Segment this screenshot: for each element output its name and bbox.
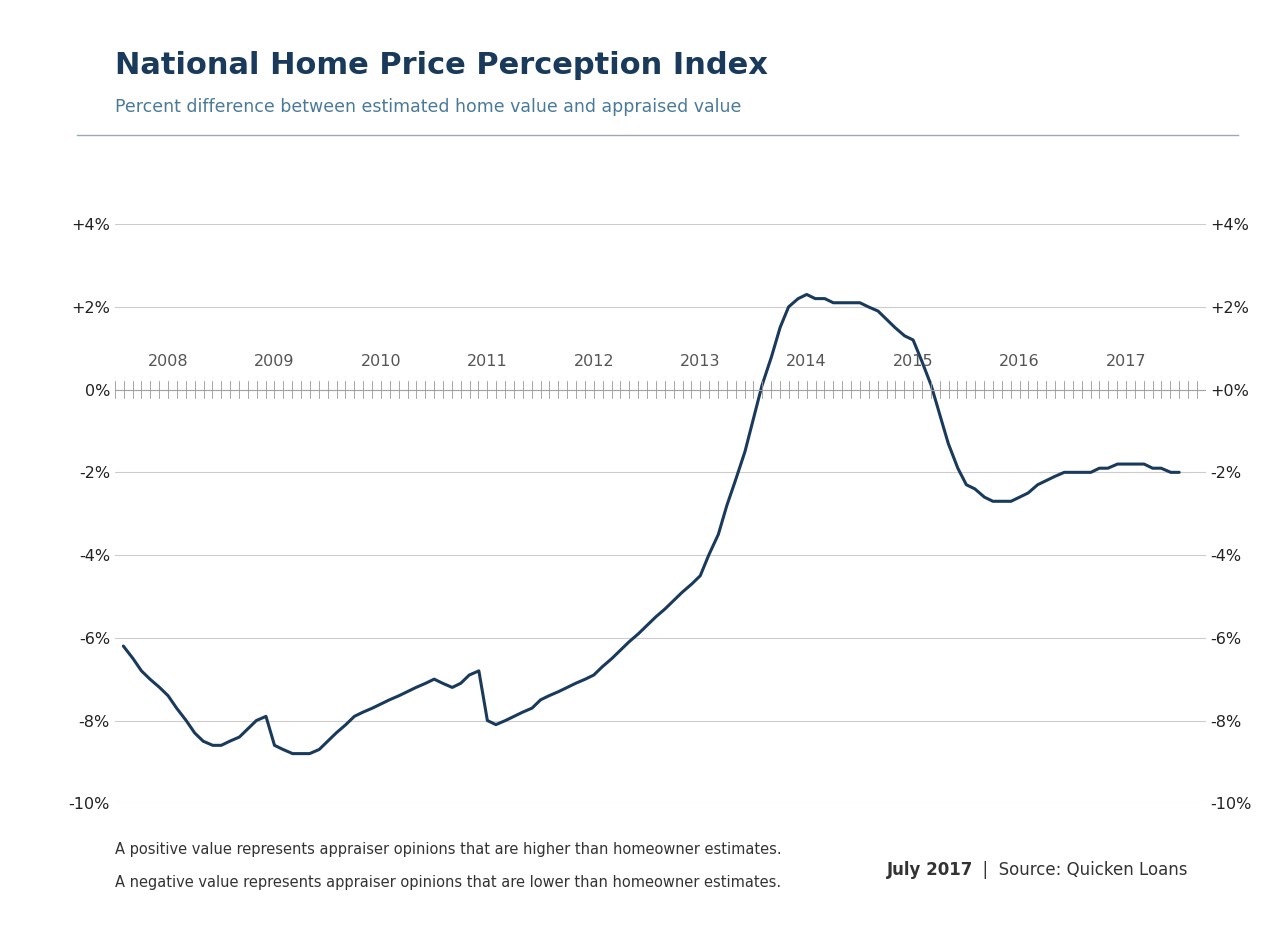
Text: 2013: 2013 bbox=[680, 354, 721, 369]
Text: July 2017: July 2017 bbox=[887, 861, 974, 879]
Text: Percent difference between estimated home value and appraised value: Percent difference between estimated hom… bbox=[115, 98, 741, 116]
Text: 2012: 2012 bbox=[573, 354, 614, 369]
Text: 2014: 2014 bbox=[786, 354, 827, 369]
Text: National Home Price Perception Index: National Home Price Perception Index bbox=[115, 51, 768, 80]
Text: A positive value represents appraiser opinions that are higher than homeowner es: A positive value represents appraiser op… bbox=[115, 842, 781, 857]
Text: 2016: 2016 bbox=[999, 354, 1040, 369]
Text: 2015: 2015 bbox=[893, 354, 934, 369]
Text: 2010: 2010 bbox=[361, 354, 401, 369]
Text: 2008: 2008 bbox=[148, 354, 189, 369]
Text: 2011: 2011 bbox=[467, 354, 508, 369]
Text: A negative value represents appraiser opinions that are lower than homeowner est: A negative value represents appraiser op… bbox=[115, 875, 781, 890]
Text: |  Source: Quicken Loans: | Source: Quicken Loans bbox=[972, 861, 1188, 879]
Text: 2017: 2017 bbox=[1106, 354, 1146, 369]
Text: 2009: 2009 bbox=[254, 354, 295, 369]
